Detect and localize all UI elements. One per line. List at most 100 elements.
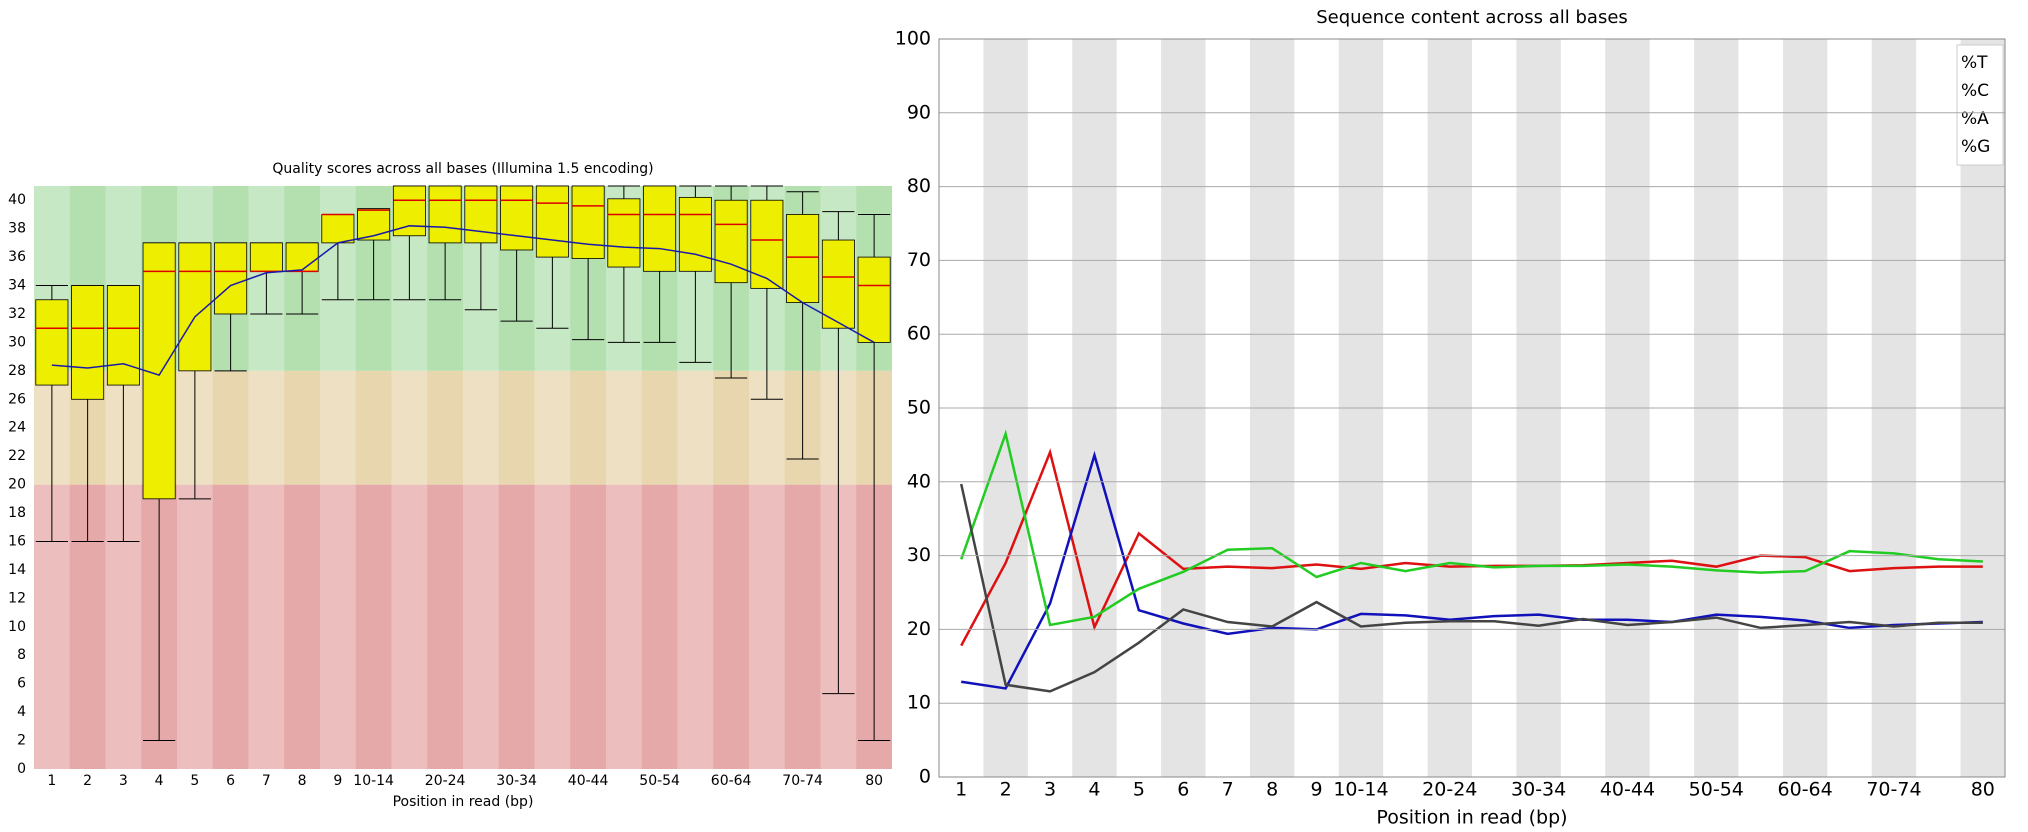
y-tick-label: 32 [8, 306, 26, 322]
x-tick-label: 3 [1044, 779, 1056, 801]
series-line [960, 429, 1983, 627]
box [321, 214, 355, 244]
box [750, 199, 784, 289]
x-tick-label: 40-44 [1600, 779, 1655, 801]
box [500, 185, 534, 251]
y-tick-label: 24 [8, 420, 26, 436]
box [857, 256, 891, 343]
quality-zone [34, 186, 892, 371]
box [428, 185, 462, 244]
x-tick-label: 4 [155, 773, 164, 789]
box [71, 285, 105, 400]
x-tick-label: 6 [1177, 779, 1189, 801]
box [285, 242, 319, 272]
y-tick-label: 80 [907, 175, 931, 197]
legend-label: %T [1961, 53, 1988, 73]
box [464, 185, 498, 244]
x-tick-label: 20-24 [1422, 779, 1477, 801]
y-tick-label: 28 [8, 363, 26, 379]
x-tick-label: 4 [1088, 779, 1100, 801]
box [607, 198, 641, 268]
y-tick-label: 10 [8, 619, 26, 635]
chart-title: Sequence content across all bases [1316, 7, 1628, 28]
x-tick-label: 50-54 [639, 773, 680, 789]
x-tick-label: 6 [226, 773, 235, 789]
x-tick-label: 1 [955, 779, 967, 801]
quality-zone [34, 370, 892, 485]
box [571, 185, 605, 259]
y-tick-label: 0 [17, 761, 26, 777]
x-axis-title: Position in read (bp) [1376, 807, 1567, 829]
y-tick-label: 100 [895, 28, 931, 50]
series-line [959, 483, 1983, 693]
x-axis-title: Position in read (bp) [393, 794, 534, 810]
x-tick-label: 8 [1266, 779, 1278, 801]
x-tick-label: 40-44 [568, 773, 609, 789]
y-tick-label: 14 [8, 562, 26, 578]
y-tick-label: 40 [8, 192, 26, 208]
y-tick-label: 90 [907, 101, 931, 123]
x-tick-label: 7 [1222, 779, 1234, 801]
x-tick-label: 50-54 [1689, 779, 1744, 801]
box [357, 208, 391, 241]
box [714, 199, 748, 284]
y-tick-label: 4 [17, 704, 26, 720]
legend-label: %A [1961, 109, 1989, 129]
x-tick-label: 30-34 [496, 773, 537, 789]
y-tick-label: 30 [8, 334, 26, 350]
x-tick-label: 10-14 [353, 773, 394, 789]
box [678, 196, 712, 272]
box [786, 214, 820, 303]
x-tick-label: 3 [119, 773, 128, 789]
y-tick-label: 22 [8, 448, 26, 464]
x-tick-label: 9 [333, 773, 342, 789]
x-tick-label: 2 [83, 773, 92, 789]
y-tick-label: 0 [919, 766, 931, 788]
x-tick-label: 60-64 [1778, 779, 1833, 801]
x-tick-label: 70-74 [1866, 779, 1921, 801]
y-tick-label: 26 [8, 391, 26, 407]
box [142, 242, 176, 500]
box [643, 185, 677, 272]
y-tick-label: 70 [907, 249, 931, 271]
y-tick-label: 8 [17, 647, 26, 663]
y-tick-label: 20 [907, 618, 931, 640]
y-tick-label: 50 [907, 397, 931, 419]
y-tick-label: 12 [8, 590, 26, 606]
x-tick-label: 8 [298, 773, 307, 789]
box [35, 299, 69, 386]
y-tick-label: 38 [8, 221, 26, 237]
x-tick-label: 80 [865, 773, 883, 789]
y-tick-label: 36 [8, 249, 26, 265]
y-tick-label: 20 [8, 477, 26, 493]
x-tick-label: 10-14 [1333, 779, 1388, 801]
box [535, 185, 569, 258]
series-line [961, 450, 1983, 690]
y-tick-label: 18 [8, 505, 26, 521]
y-tick-label: 30 [907, 544, 931, 566]
x-tick-label: 30-34 [1511, 779, 1566, 801]
box [106, 285, 140, 386]
mean-line [51, 225, 875, 377]
plot-frame [938, 38, 2006, 778]
y-tick-label: 6 [17, 676, 26, 692]
legend-box [1956, 44, 2004, 166]
x-tick-label: 1 [47, 773, 56, 789]
x-tick-label: 9 [1310, 779, 1322, 801]
x-tick-label: 5 [1133, 779, 1145, 801]
chart-title: Quality scores across all bases (Illumin… [272, 161, 653, 177]
y-tick-label: 34 [8, 278, 26, 294]
x-tick-label: 70-74 [782, 773, 823, 789]
x-tick-label: 5 [190, 773, 199, 789]
box [821, 239, 855, 329]
box [214, 242, 248, 315]
y-tick-label: 2 [17, 733, 26, 749]
x-tick-label: 7 [262, 773, 271, 789]
box [392, 185, 426, 237]
quality-zone [34, 484, 892, 769]
y-tick-label: 60 [907, 323, 931, 345]
box [249, 242, 283, 272]
x-tick-label: 80 [1971, 779, 1995, 801]
